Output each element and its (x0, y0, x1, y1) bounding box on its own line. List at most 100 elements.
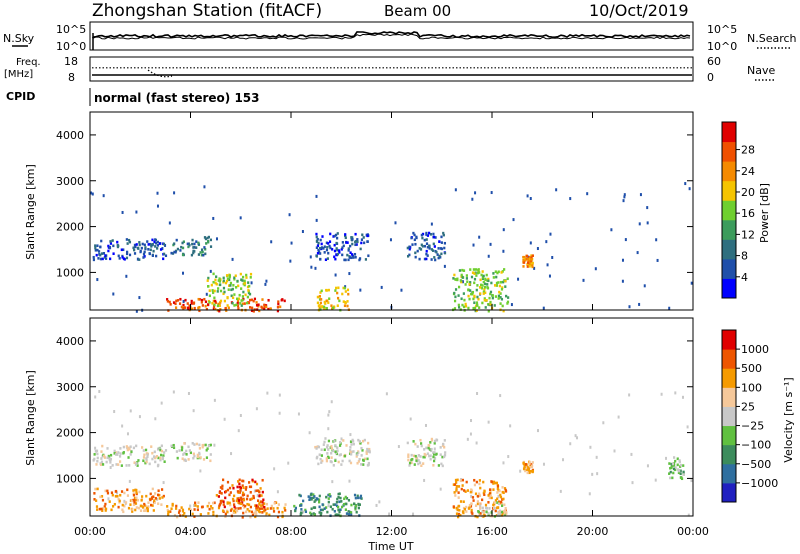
range-gate-cell (159, 248, 163, 251)
range-gate-cell (114, 490, 117, 493)
range-gate-cell (473, 301, 476, 305)
range-gate-cell (228, 486, 232, 490)
nsearch-tick-low: 10^0 (707, 40, 737, 53)
scatter-point (250, 281, 253, 285)
range-gate-cell (106, 447, 109, 450)
range-gate-cell (151, 238, 154, 242)
scatter-point (499, 394, 502, 398)
range-gate-cell (325, 457, 328, 460)
range-gate-cell (413, 463, 416, 466)
range-gate-cell (328, 240, 332, 243)
range-gate-cell (479, 286, 482, 289)
range-gate-cell (219, 289, 223, 293)
range-gate-cell (261, 501, 264, 504)
range-gate-cell (337, 492, 340, 496)
range-gate-cell (337, 513, 340, 517)
range-gate-cell (212, 291, 215, 294)
scatter-point (388, 512, 391, 516)
scatter-point (189, 504, 192, 508)
range-gate-cell (113, 449, 116, 453)
range-gate-cell (484, 282, 487, 286)
range-gate-cell (527, 259, 530, 263)
range-gate-cell (207, 444, 211, 448)
range-gate-cell (340, 463, 343, 466)
range-gate-cell (495, 275, 498, 279)
scatter-point (454, 188, 457, 192)
range-gate-cell (407, 453, 410, 457)
range-gate-cell (156, 240, 159, 244)
range-gate-cell (117, 463, 120, 466)
range-gate-cell (173, 250, 176, 254)
range-gate-cell (467, 288, 470, 291)
range-gate-cell (193, 515, 196, 518)
range-gate-cell (200, 301, 203, 304)
range-gate-cell (455, 487, 458, 491)
range-gate-cell (320, 298, 323, 301)
range-gate-cell (111, 239, 114, 242)
range-gate-cell (433, 256, 436, 259)
range-gate-cell (212, 513, 215, 517)
scatter-point (509, 424, 512, 428)
range-gate-cell (142, 456, 146, 459)
range-gate-cell (437, 256, 440, 260)
range-gate-cell (523, 465, 526, 469)
range-gate-cell (228, 501, 231, 505)
range-gate-cell (351, 438, 354, 442)
time-axis-label: Time UT (367, 540, 413, 553)
range-gate-cell (355, 243, 358, 246)
range-gate-cell (122, 510, 125, 514)
range-gate-cell (123, 491, 126, 495)
range-gate-cell (219, 301, 222, 304)
scatter-point (562, 458, 565, 462)
range-gate-cell (426, 245, 429, 249)
range-gate-cell (360, 446, 363, 450)
scatter-point (660, 392, 663, 396)
range-gate-cell (181, 241, 184, 245)
range-gate-cell (199, 251, 202, 254)
range-gate-cell (407, 455, 410, 459)
range-gate-cell (345, 502, 348, 506)
range-gate-cell (206, 279, 209, 282)
range-gate-cell (357, 506, 360, 510)
colorbar-segment (722, 349, 736, 369)
range-gate-cell (100, 495, 104, 498)
scatter-point (278, 411, 281, 415)
range-gate-cell (231, 287, 234, 291)
range-gate-cell (249, 276, 252, 279)
range-gate-cell (479, 278, 482, 282)
range-gate-cell (222, 292, 225, 296)
range-gate-cell (208, 301, 211, 304)
range-gate-cell (213, 501, 216, 505)
range-gate-cell (523, 467, 526, 470)
range-gate-cell (263, 305, 266, 308)
range-gate-cell (452, 277, 455, 280)
scatter-point (551, 255, 554, 259)
range-gate-cell (496, 501, 499, 504)
range-gate-cell (470, 292, 473, 296)
range-gate-cell (322, 247, 325, 250)
range-gate-cell (281, 515, 284, 519)
scatter-point (239, 413, 242, 417)
range-gate-cell (269, 307, 272, 310)
range-gate-cell (264, 304, 268, 307)
range-gate-cell (484, 506, 488, 510)
range-gate-cell (350, 443, 353, 446)
range-gate-cell (210, 283, 213, 287)
range-gate-cell (495, 481, 499, 485)
range-gate-cell (124, 501, 128, 504)
range-gate-cell (344, 508, 347, 512)
range-gate-cell (341, 246, 344, 249)
range-gate-cell (246, 301, 249, 305)
range-gate-cell (133, 500, 136, 504)
range-gate-cell (277, 302, 280, 306)
range-gate-cell (321, 459, 324, 463)
range-gate-cell (442, 233, 445, 237)
range-gate-cell (313, 500, 316, 503)
colorbar-tick-label: −100 (741, 439, 771, 452)
range-gate-cell (315, 447, 318, 450)
colorbar-segment (722, 368, 736, 388)
range-gate-cell (495, 284, 498, 287)
range-gate-cell (414, 242, 417, 246)
scatter-point (397, 445, 400, 449)
